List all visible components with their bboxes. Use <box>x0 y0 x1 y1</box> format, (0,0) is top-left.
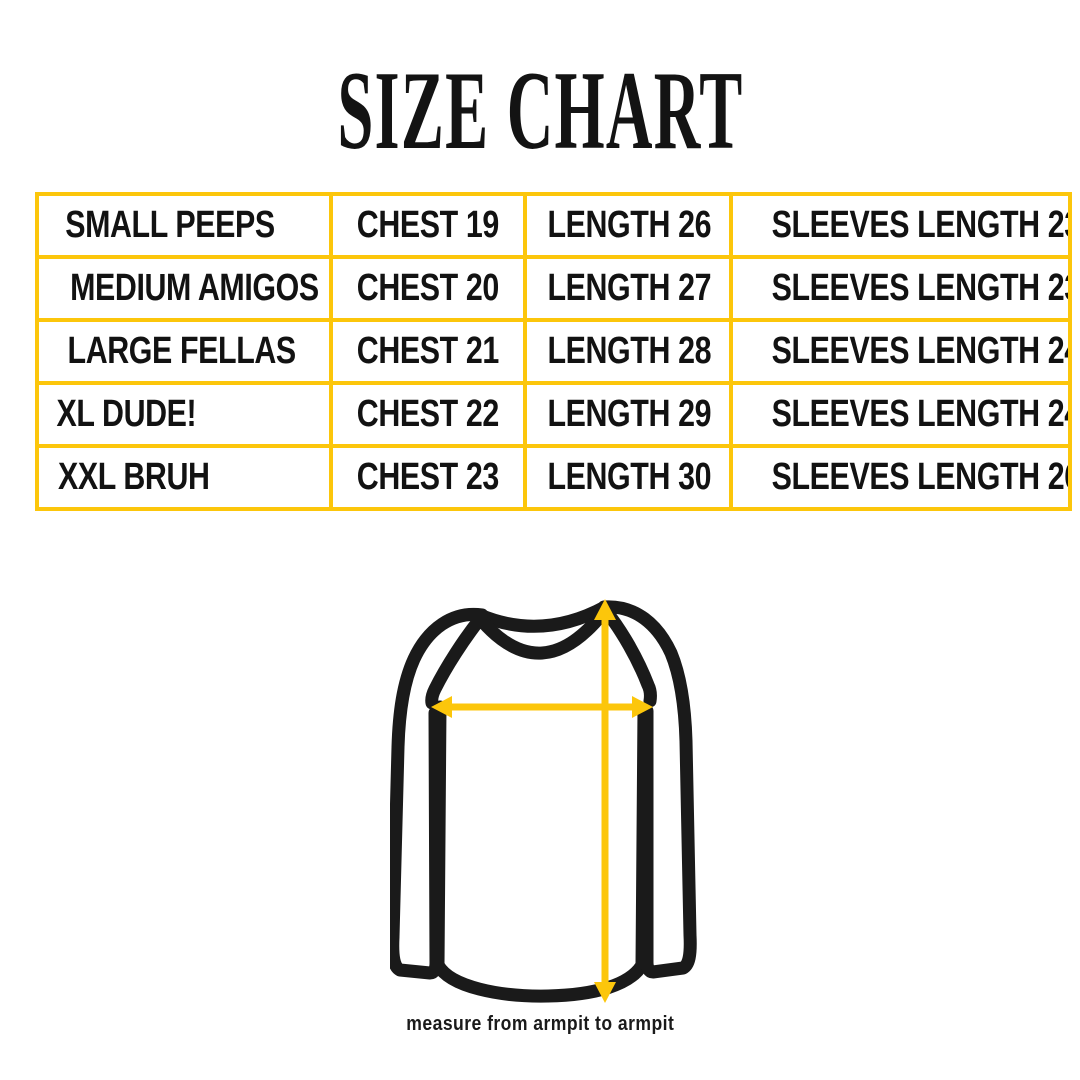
length-cell: LENGTH 27 <box>523 255 733 322</box>
chest-cell: CHEST 21 <box>329 318 527 385</box>
table-row-xl: XL DUDE! CHEST 22 LENGTH 29 SLEEVES LENG… <box>35 381 1072 448</box>
body-outline <box>431 700 651 1003</box>
chest-cell: CHEST 20 <box>329 255 527 322</box>
measure-arrow-heads <box>431 599 653 1003</box>
chest-arrow-left-head <box>431 696 452 718</box>
page-title: SIZE CHART <box>0 54 1080 166</box>
size-cell: LARGE FELLAS <box>35 318 333 385</box>
size-cell: XL DUDE! <box>35 381 333 448</box>
chest-cell: CHEST 19 <box>329 192 527 259</box>
sleeves-cell: SLEEVES LENGTH 24 <box>729 318 1072 385</box>
sleeves-cell: SLEEVES LENGTH 26 <box>729 444 1072 511</box>
sleeves-cell: SLEEVES LENGTH 23 <box>729 255 1072 322</box>
left-raglan-seam <box>425 612 487 710</box>
sleeves-cell: SLEEVES LENGTH 23 <box>729 192 1072 259</box>
diagram-caption: measure from armpit to armpit <box>0 1013 1080 1036</box>
length-cell: LENGTH 29 <box>523 381 733 448</box>
length-cell: LENGTH 30 <box>523 444 733 511</box>
collar-back-arc <box>473 600 612 633</box>
length-arrow-bottom-head <box>594 982 616 1003</box>
size-cell: XXL BRUH <box>35 444 333 511</box>
chest-cell: CHEST 22 <box>329 381 527 448</box>
table-row-small: SMALL PEEPS CHEST 19 LENGTH 26 SLEEVES L… <box>35 192 1072 259</box>
size-table: SMALL PEEPS CHEST 19 LENGTH 26 SLEEVES L… <box>35 192 1072 511</box>
sleeves-cell: SLEEVES LENGTH 24 <box>729 381 1072 448</box>
diagram-caption-text: measure from armpit to armpit <box>405 1013 675 1035</box>
collar-neckline-arc <box>475 606 610 660</box>
left-sleeve-outline <box>390 607 489 980</box>
right-raglan-seam <box>599 604 657 708</box>
page-title-text: SIZE CHART <box>336 48 744 173</box>
measure-arrow-shafts <box>448 617 636 985</box>
length-arrow-top-head <box>594 599 616 620</box>
chest-cell: CHEST 23 <box>329 444 527 511</box>
size-cell: SMALL PEEPS <box>35 192 333 259</box>
long-sleeve-shirt-illustration <box>390 599 697 1003</box>
table-row-large: LARGE FELLAS CHEST 21 LENGTH 28 SLEEVES … <box>35 318 1072 385</box>
length-cell: LENGTH 28 <box>523 318 733 385</box>
chest-arrow-right-head <box>632 696 653 718</box>
table-row-medium: MEDIUM AMIGOS CHEST 20 LENGTH 27 SLEEVES… <box>35 255 1072 322</box>
size-cell: MEDIUM AMIGOS <box>35 255 333 322</box>
length-cell: LENGTH 26 <box>523 192 733 259</box>
shirt-outline <box>390 600 697 1003</box>
right-sleeve-outline <box>597 600 697 979</box>
table-row-xxl: XXL BRUH CHEST 23 LENGTH 30 SLEEVES LENG… <box>35 444 1072 511</box>
